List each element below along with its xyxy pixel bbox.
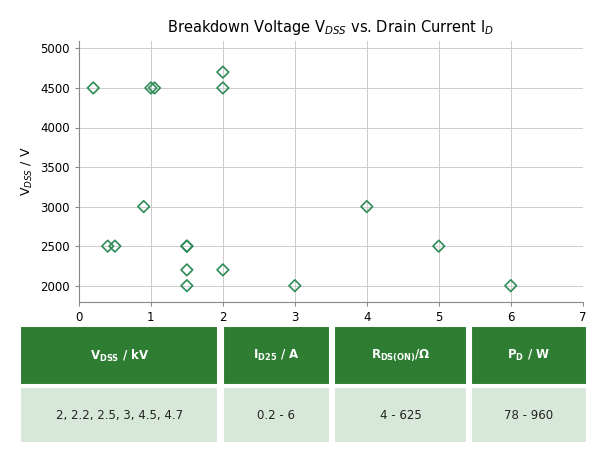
FancyBboxPatch shape xyxy=(471,326,586,385)
Point xyxy=(182,266,192,274)
Point xyxy=(182,243,192,250)
Point xyxy=(182,243,192,250)
FancyBboxPatch shape xyxy=(334,326,467,385)
Point xyxy=(218,84,228,91)
Text: 2, 2.2, 2.5, 3, 4.5, 4.7: 2, 2.2, 2.5, 3, 4.5, 4.7 xyxy=(56,409,183,422)
Point xyxy=(506,282,515,289)
Point xyxy=(89,84,98,91)
Text: 4 - 625: 4 - 625 xyxy=(379,409,421,422)
Text: $\mathbf{V_{DSS}}$ / kV: $\mathbf{V_{DSS}}$ / kV xyxy=(90,347,149,364)
Point xyxy=(139,203,149,210)
FancyBboxPatch shape xyxy=(471,387,586,443)
FancyBboxPatch shape xyxy=(21,387,219,443)
Text: $\mathbf{I_{D25}}$ / A: $\mathbf{I_{D25}}$ / A xyxy=(253,348,300,363)
Text: $\mathbf{R_{DS(ON)}}$/$\mathbf{\Omega}$: $\mathbf{R_{DS(ON)}}$/$\mathbf{\Omega}$ xyxy=(371,347,430,364)
Text: $\mathbf{P_D}$ / W: $\mathbf{P_D}$ / W xyxy=(507,348,551,363)
Point xyxy=(434,243,444,250)
FancyBboxPatch shape xyxy=(334,387,467,443)
Title: Breakdown Voltage V$_{DSS}$ vs. Drain Current I$_D$: Breakdown Voltage V$_{DSS}$ vs. Drain Cu… xyxy=(167,18,495,37)
FancyBboxPatch shape xyxy=(223,387,330,443)
FancyBboxPatch shape xyxy=(223,326,330,385)
Text: 78 - 960: 78 - 960 xyxy=(504,409,554,422)
Text: 0.2 - 6: 0.2 - 6 xyxy=(257,409,296,422)
Point xyxy=(290,282,300,289)
Y-axis label: V$_{DSS}$ / V: V$_{DSS}$ / V xyxy=(19,146,35,196)
Point xyxy=(103,243,112,250)
Point xyxy=(218,68,228,76)
Point xyxy=(362,203,371,210)
FancyBboxPatch shape xyxy=(21,326,219,385)
Point xyxy=(182,282,192,289)
X-axis label: I$_{D25}$ / A: I$_{D25}$ / A xyxy=(308,329,353,344)
Point xyxy=(110,243,120,250)
Point xyxy=(146,84,156,91)
Point xyxy=(218,266,228,274)
Point xyxy=(149,84,159,91)
